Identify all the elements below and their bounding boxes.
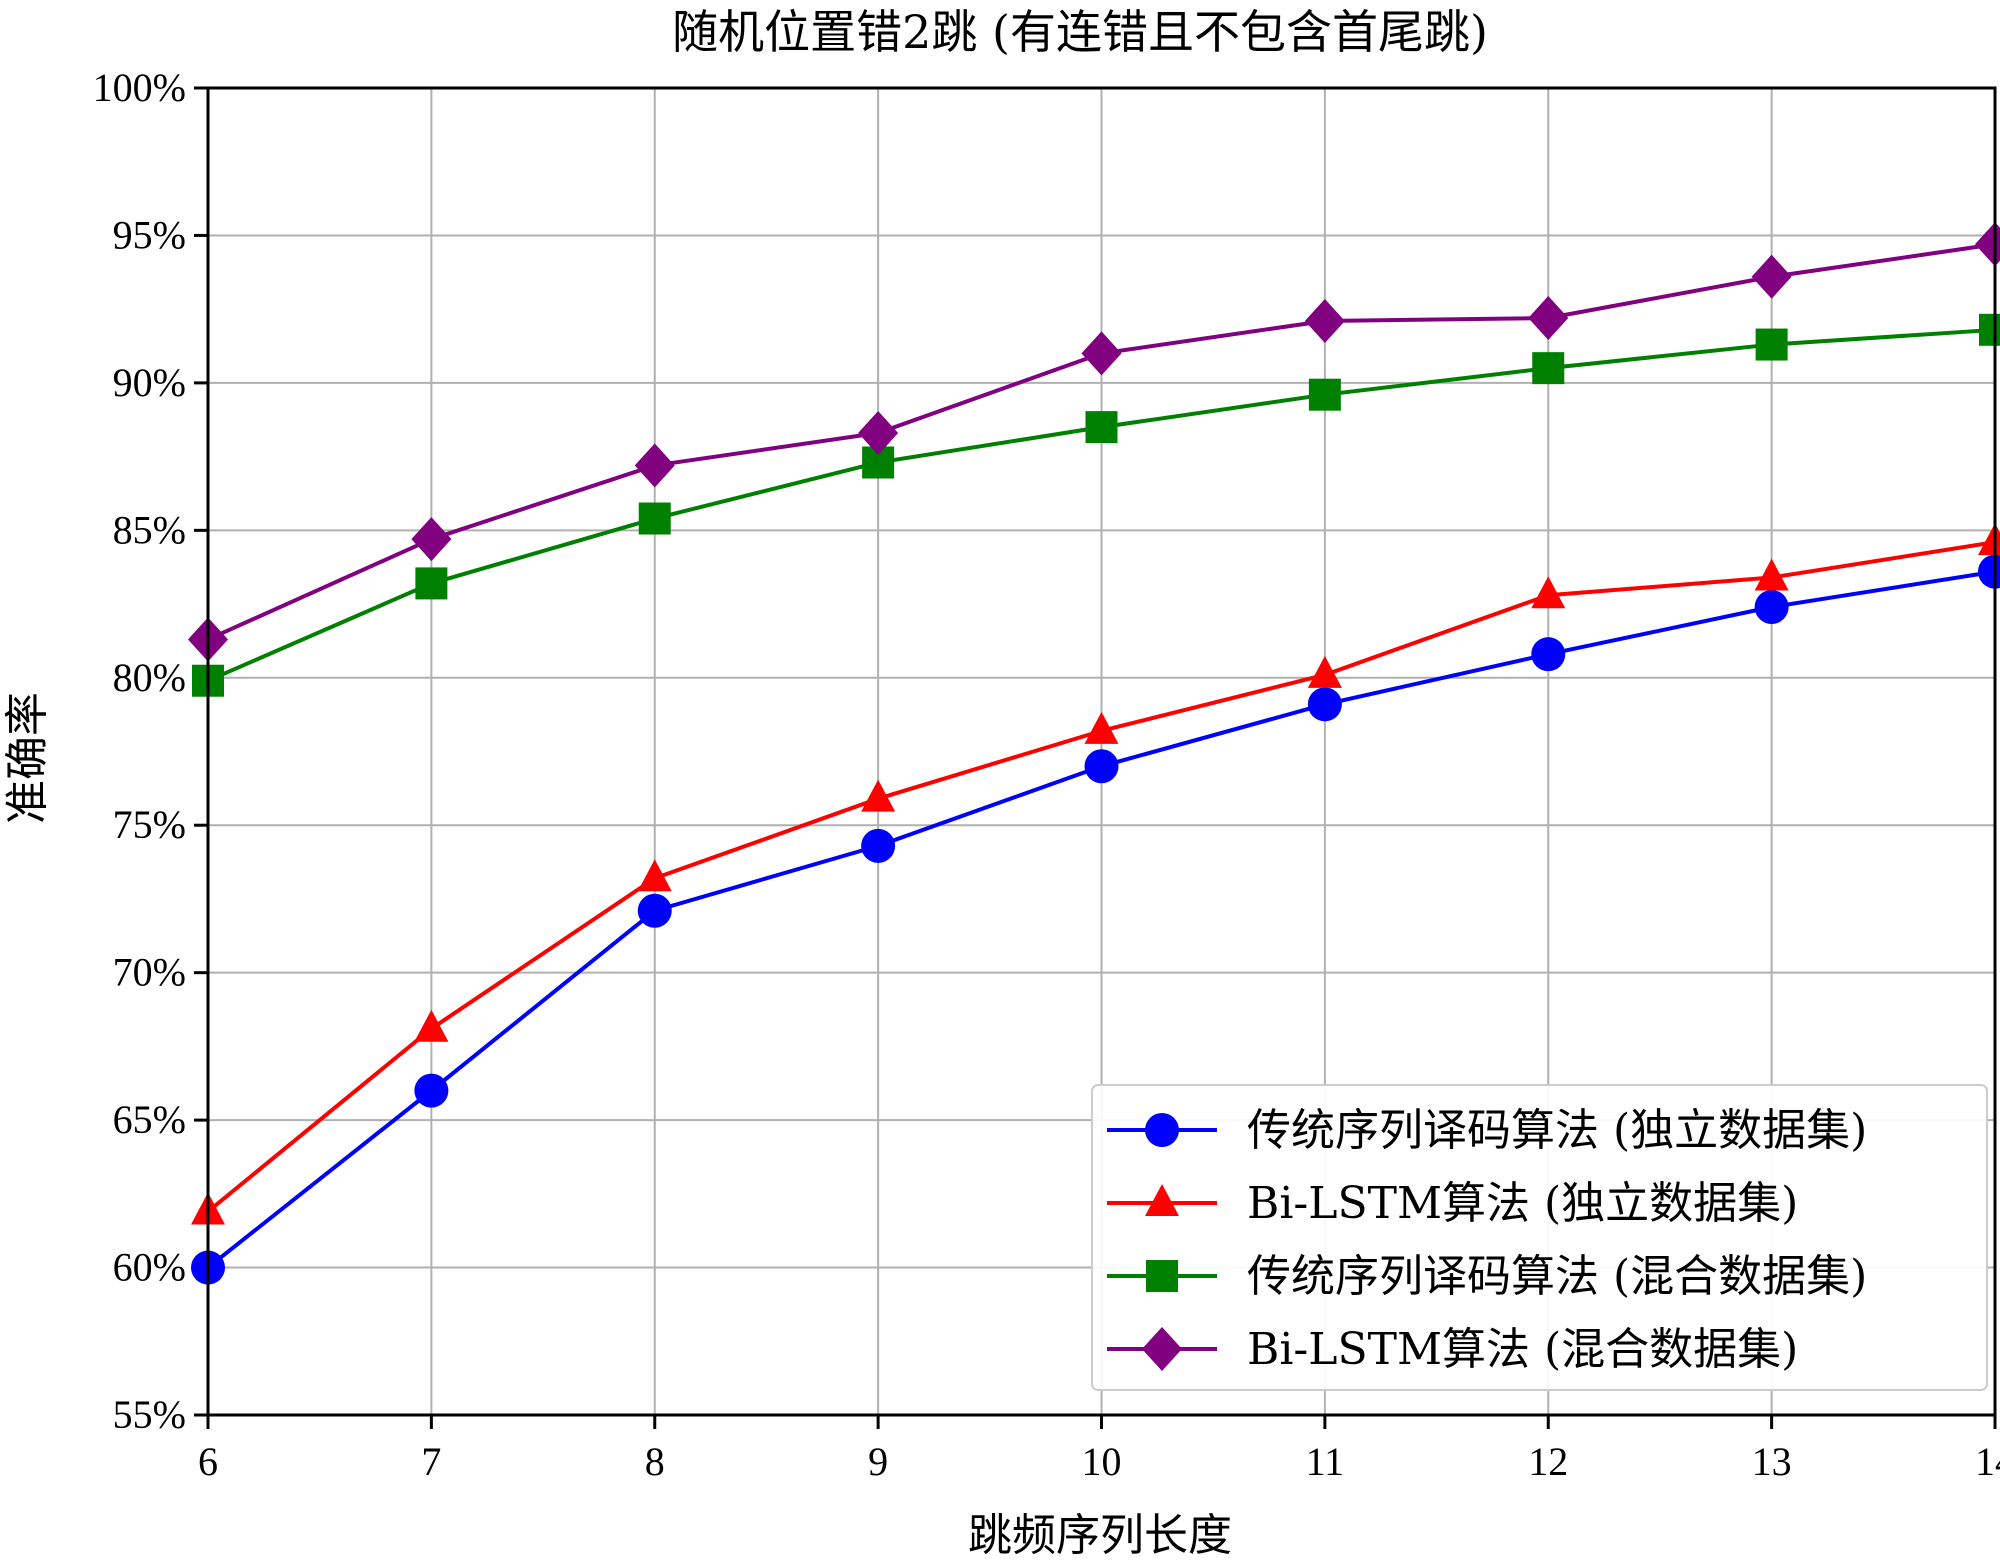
x-axis-label: 跳频序列长度 (968, 1510, 1232, 1561)
data-point-square (1308, 378, 1341, 411)
chart-title: 随机位置错2跳 (有连错且不包含首尾跳) (672, 5, 1488, 59)
legend-box (1091, 1084, 1988, 1391)
legend-marker (1145, 1113, 1179, 1147)
y-axis-ticks: 55% 60% 65% 70% 75% 80% 85% 90% 95% 100% (93, 65, 208, 1437)
x-tick-label: 14 (1975, 1439, 2000, 1484)
legend-label: 传统序列译码算法 (独立数据集) (1247, 1105, 1867, 1156)
y-tick-label: 70% (113, 950, 186, 995)
x-tick-label: 10 (1082, 1439, 1122, 1484)
x-tick-label: 7 (421, 1439, 441, 1484)
x-tick-label: 8 (645, 1439, 665, 1484)
data-point-triangle (861, 779, 896, 812)
data-point-circle (1978, 554, 2000, 589)
x-tick-label: 11 (1306, 1439, 1345, 1484)
data-point-triangle (1084, 711, 1119, 744)
y-tick-label: 60% (113, 1245, 186, 1290)
x-tick-label: 13 (1752, 1439, 1792, 1484)
y-tick-label: 100% (93, 65, 186, 110)
x-tick-label: 9 (868, 1439, 888, 1484)
x-tick-label: 12 (1528, 1439, 1568, 1484)
legend-label: Bi-LSTM算法 (混合数据集) (1247, 1324, 1798, 1375)
data-point-triangle (1754, 558, 1789, 591)
y-tick-label: 95% (113, 212, 186, 257)
data-point-triangle (637, 859, 672, 892)
legend-marker (1146, 1260, 1178, 1292)
x-axis-ticks: 6 7 8 9 10 11 12 13 14 (198, 1415, 2000, 1484)
y-tick-label: 65% (113, 1097, 186, 1142)
data-point-diamond (1528, 296, 1569, 341)
series-square (192, 313, 2000, 697)
y-axis-label: 准确率 (2, 692, 53, 824)
legend-marker (1142, 1327, 1182, 1371)
series-diamond (188, 222, 2000, 662)
legend-entry: 传统序列译码算法 (独立数据集) (1107, 1105, 1867, 1156)
plot-frame (206, 86, 1997, 1417)
data-point-triangle (1978, 523, 2000, 556)
y-tick-label: 80% (113, 655, 186, 700)
data-point-circle (1754, 590, 1789, 625)
data-point-circle (637, 893, 672, 928)
data-point-triangle (1307, 655, 1342, 688)
data-point-circle (414, 1073, 449, 1108)
y-tick-label: 90% (113, 360, 186, 405)
data-point-triangle (1531, 576, 1566, 609)
data-point-diamond (411, 517, 452, 562)
series-group (188, 222, 2000, 1285)
legend-entry: Bi-LSTM算法 (混合数据集) (1107, 1324, 1798, 1375)
legend-entry: 传统序列译码算法 (混合数据集) (1107, 1251, 1867, 1302)
data-point-square (1979, 313, 2000, 346)
y-tick-label: 85% (113, 507, 186, 552)
y-tick-label: 75% (113, 802, 186, 847)
legend-label: Bi-LSTM算法 (独立数据集) (1247, 1178, 1798, 1229)
data-point-diamond (1081, 331, 1122, 376)
data-point-circle (1531, 637, 1566, 672)
data-point-circle (861, 828, 896, 863)
legend: 传统序列译码算法 (独立数据集) Bi-LSTM算法 (独立数据集) 传统序列译码算… (1091, 1084, 1988, 1391)
data-point-triangle (414, 1009, 449, 1042)
y-tick-label: 55% (113, 1392, 186, 1437)
data-point-square (638, 502, 671, 535)
data-point-square (1085, 411, 1118, 444)
x-tick-label: 6 (198, 1439, 218, 1484)
legend-label: 传统序列译码算法 (混合数据集) (1247, 1251, 1867, 1302)
legend-marker (1145, 1184, 1179, 1216)
series-circle (191, 554, 2000, 1285)
data-point-diamond (858, 411, 899, 456)
data-point-square (1755, 328, 1788, 361)
legend-entry: Bi-LSTM算法 (独立数据集) (1107, 1178, 1798, 1229)
data-point-square (415, 567, 448, 600)
data-point-diamond (634, 443, 675, 488)
data-point-diamond (1751, 254, 1792, 299)
data-point-square (1532, 352, 1565, 385)
data-point-diamond (1304, 298, 1345, 343)
data-point-circle (1307, 687, 1342, 722)
data-point-circle (1084, 749, 1119, 784)
